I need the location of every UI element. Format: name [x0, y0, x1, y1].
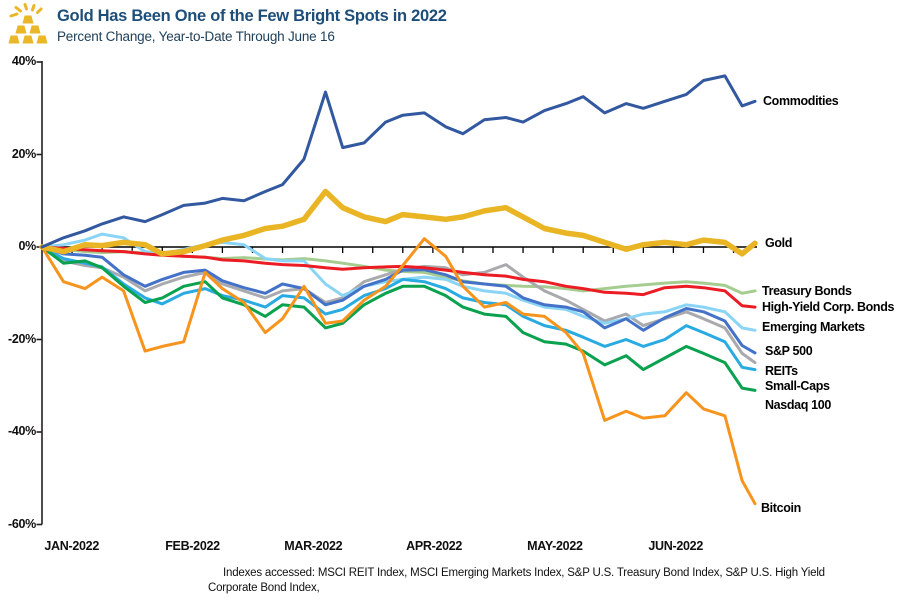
series-label-nasdaq-100: Nasdaq 100: [765, 398, 831, 412]
series-line-s-p-500: [40, 245, 757, 355]
series-label-bitcoin: Bitcoin: [761, 501, 801, 515]
x-axis-label: JAN-2022: [44, 539, 99, 553]
series-label-emerging-markets: Emerging Markets: [762, 320, 865, 334]
series-line-nasdaq-100: [40, 245, 757, 392]
series-label-gold: Gold: [765, 236, 793, 250]
x-axis-label: MAR-2022: [284, 539, 343, 553]
y-axis-label: 0%: [18, 239, 37, 253]
source-note: Indexes accessed: MSCI REIT Index, MSCI …: [208, 567, 825, 594]
series-line-commodities: [40, 74, 757, 249]
chart-title: Gold Has Been One of the Few Bright Spot…: [57, 7, 447, 25]
series-label-high-yield-corp-bonds: High-Yield Corp. Bonds: [762, 300, 895, 314]
series-label-commodities: Commodities: [763, 94, 839, 108]
x-axis-label: JUN-2022: [648, 539, 703, 553]
series-line-small-caps: [40, 245, 757, 372]
y-axis-label: 20%: [11, 146, 36, 161]
chart-subtitle: Percent Change, Year-to-Date Through Jun…: [57, 29, 335, 44]
y-axis-label: 40%: [11, 54, 36, 68]
sparkle-rays: [9, 3, 43, 18]
y-axis-label: -60%: [8, 516, 36, 531]
gold-bars-logo: [8, 3, 48, 44]
y-axis-label: -20%: [8, 331, 36, 346]
x-axis-label: APR-2022: [406, 539, 463, 553]
series-label-reits: REITs: [765, 364, 798, 378]
x-axis-label: MAY-2022: [527, 539, 583, 553]
series-label-treasury-bonds: Treasury Bonds: [762, 284, 852, 298]
y-axis-label: -40%: [8, 424, 36, 438]
x-axis-label: FEB-2022: [165, 539, 220, 553]
gold-bars: [8, 15, 48, 44]
series-line-bitcoin: [40, 237, 757, 506]
series-label-s-p-500: S&P 500: [765, 344, 813, 358]
series-label-small-caps: Small-Caps: [765, 379, 830, 393]
series-line-gold: [39, 188, 758, 257]
